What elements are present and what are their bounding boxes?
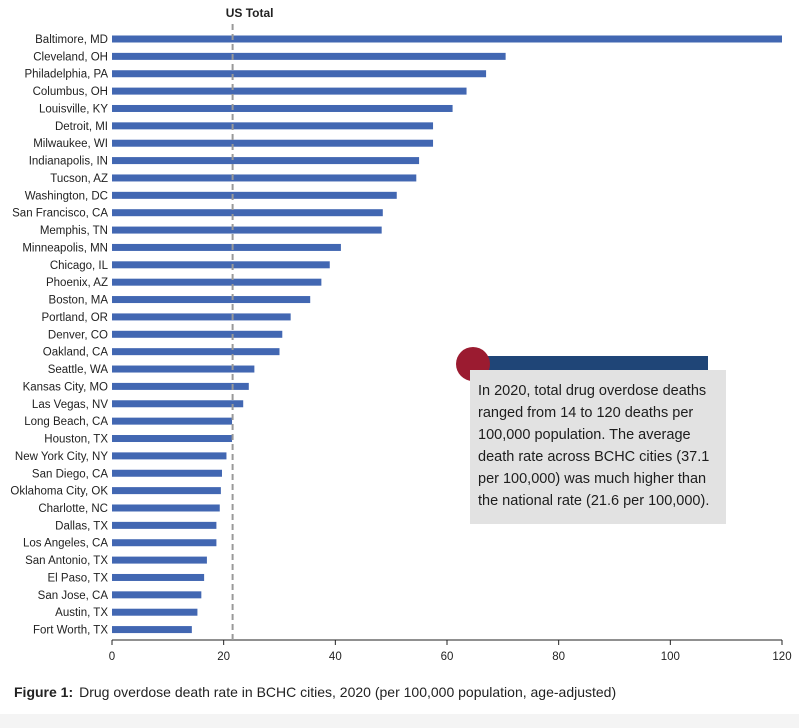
bar bbox=[112, 87, 467, 95]
y-tick-label: Detroit, MI bbox=[55, 121, 108, 133]
bar bbox=[112, 104, 453, 112]
bar bbox=[112, 521, 217, 529]
y-tick-label: Milwaukee, WI bbox=[33, 138, 108, 150]
bar bbox=[112, 330, 283, 338]
x-tick-label: 60 bbox=[441, 651, 454, 663]
x-tick-label: 120 bbox=[772, 651, 791, 663]
y-tick-label: Indianapolis, IN bbox=[29, 156, 108, 168]
y-tick-label: Memphis, TN bbox=[40, 225, 108, 237]
y-tick-label: Louisville, KY bbox=[39, 103, 108, 115]
y-tick-label: Baltimore, MD bbox=[35, 34, 108, 46]
y-tick-label: Boston, MA bbox=[49, 295, 109, 307]
y-tick-label: Tucson, AZ bbox=[50, 173, 108, 185]
bar bbox=[112, 348, 280, 356]
y-tick-label: Washington, DC bbox=[25, 190, 108, 202]
bar bbox=[112, 35, 782, 43]
x-axis-ticks: 0 20 40 60 80 100 120 bbox=[109, 640, 792, 663]
y-tick-label: Phoenix, AZ bbox=[46, 277, 108, 289]
bar bbox=[112, 626, 192, 634]
caption-label: Figure 1: bbox=[14, 684, 74, 700]
bar bbox=[112, 469, 222, 477]
y-tick-label: New York City, NY bbox=[15, 451, 108, 463]
bar bbox=[112, 452, 227, 460]
callout-accent-bar bbox=[472, 356, 708, 370]
bottom-band bbox=[0, 714, 799, 728]
x-tick-label: 100 bbox=[661, 651, 680, 663]
bars bbox=[112, 35, 782, 634]
bar bbox=[112, 435, 233, 443]
bar bbox=[112, 52, 506, 60]
y-tick-label: Seattle, WA bbox=[48, 364, 109, 376]
y-tick-label: Minneapolis, MN bbox=[22, 242, 108, 254]
caption-text: Drug overdose death rate in BCHC cities,… bbox=[79, 684, 617, 700]
callout-box: In 2020, total drug overdose deaths rang… bbox=[470, 370, 726, 524]
y-tick-label: San Jose, CA bbox=[38, 590, 109, 602]
y-tick-label: Los Angeles, CA bbox=[23, 538, 108, 550]
bar-chart: Baltimore, MD Cleveland, OH Philadelphia, … bbox=[10, 6, 792, 663]
bar bbox=[112, 313, 291, 321]
bar bbox=[112, 157, 420, 165]
y-tick-label: Long Beach, CA bbox=[24, 416, 108, 428]
y-tick-label: Philadelphia, PA bbox=[24, 69, 108, 81]
bar bbox=[112, 556, 207, 564]
y-tick-label: Denver, CO bbox=[48, 329, 108, 341]
bar bbox=[112, 139, 434, 147]
bar bbox=[112, 487, 221, 495]
y-tick-label: San Francisco, CA bbox=[12, 208, 108, 220]
bar bbox=[112, 608, 198, 616]
y-tick-label: Portland, OR bbox=[42, 312, 108, 324]
y-tick-label: Kansas City, MO bbox=[23, 381, 108, 393]
bar bbox=[112, 278, 322, 286]
bar bbox=[112, 296, 311, 304]
y-tick-label: Dallas, TX bbox=[55, 520, 108, 532]
y-tick-label: San Antonio, TX bbox=[25, 555, 108, 567]
y-tick-label: Fort Worth, TX bbox=[33, 625, 108, 637]
bar bbox=[112, 122, 434, 130]
bar bbox=[112, 539, 217, 547]
y-tick-label: Chicago, IL bbox=[50, 260, 109, 272]
bar bbox=[112, 504, 220, 512]
bar bbox=[112, 226, 382, 234]
y-tick-label: Houston, TX bbox=[44, 434, 108, 446]
y-tick-label: Charlotte, NC bbox=[38, 503, 108, 515]
bar bbox=[112, 417, 233, 425]
us-total-label: US Total bbox=[226, 6, 274, 20]
bar bbox=[112, 365, 255, 373]
bar bbox=[112, 209, 383, 217]
x-tick-label: 40 bbox=[329, 651, 342, 663]
bar bbox=[112, 382, 249, 390]
bar bbox=[112, 261, 330, 269]
bar bbox=[112, 591, 202, 599]
callout-text: In 2020, total drug overdose deaths rang… bbox=[478, 383, 710, 509]
y-tick-label: Columbus, OH bbox=[33, 86, 108, 98]
y-tick-label: Oklahoma City, OK bbox=[10, 486, 108, 498]
figure-caption: Figure 1: Drug overdose death rate in BCH… bbox=[14, 684, 794, 700]
y-tick-label: El Paso, TX bbox=[47, 572, 108, 584]
y-tick-label: Austin, TX bbox=[55, 607, 108, 619]
bar bbox=[112, 573, 205, 581]
bar bbox=[112, 191, 397, 199]
bar bbox=[112, 174, 417, 182]
x-tick-label: 0 bbox=[109, 651, 115, 663]
y-tick-label: Oakland, CA bbox=[43, 347, 109, 359]
y-tick-label: Cleveland, OH bbox=[33, 51, 108, 63]
bar bbox=[112, 70, 487, 78]
y-tick-label: Las Vegas, NV bbox=[32, 399, 108, 411]
y-tick-label: San Diego, CA bbox=[32, 468, 108, 480]
y-axis-labels: Baltimore, MD Cleveland, OH Philadelphia, … bbox=[10, 34, 108, 637]
x-tick-label: 80 bbox=[552, 651, 565, 663]
x-tick-label: 20 bbox=[217, 651, 230, 663]
bar bbox=[112, 400, 244, 408]
bar bbox=[112, 243, 341, 251]
